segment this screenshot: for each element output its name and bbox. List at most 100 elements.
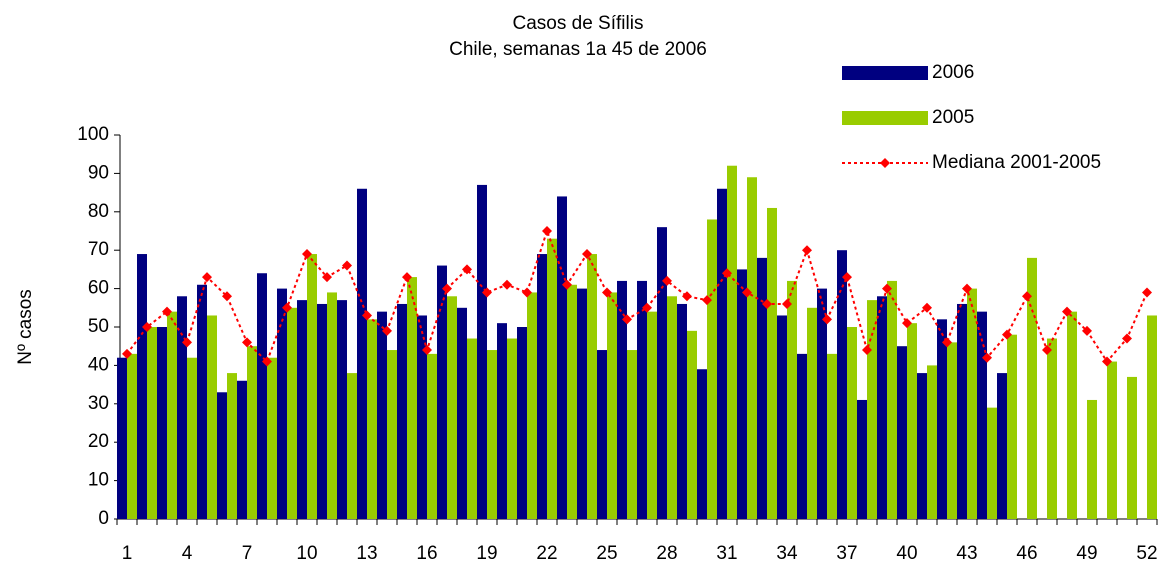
bar [987, 407, 997, 519]
bar [657, 227, 667, 519]
bar [1027, 257, 1037, 519]
marker [382, 325, 392, 336]
marker [442, 283, 452, 294]
legend-swatch [842, 66, 928, 80]
marker [322, 272, 332, 283]
bar [577, 288, 587, 519]
bar [287, 307, 297, 519]
bar [227, 373, 237, 519]
bar [597, 350, 607, 519]
marker [562, 279, 572, 290]
bar [627, 350, 637, 519]
bar [817, 288, 827, 519]
y-tick-label: 40 [88, 354, 109, 375]
bar [647, 311, 657, 519]
x-tick-label: 1 [122, 543, 133, 563]
marker [522, 287, 532, 298]
marker [1022, 291, 1032, 302]
bar [957, 303, 967, 519]
bar [277, 288, 287, 519]
bar [847, 327, 857, 519]
bar [117, 357, 127, 519]
marker [142, 322, 152, 332]
bar [207, 315, 217, 519]
bar [1147, 315, 1157, 519]
bar [997, 373, 1007, 519]
bar [237, 380, 247, 519]
bar [497, 323, 507, 519]
legend-swatch [842, 111, 928, 125]
bar [897, 346, 907, 519]
bar [617, 280, 627, 519]
x-tick-label: 31 [716, 543, 737, 563]
x-tick-label: 43 [956, 543, 977, 563]
marker [1062, 306, 1072, 317]
y-tick-label: 100 [77, 124, 109, 145]
bar [667, 296, 677, 519]
marker [962, 283, 972, 294]
bar [487, 350, 497, 519]
marker [1042, 345, 1052, 356]
bar [757, 257, 767, 519]
marker [662, 275, 672, 286]
bar [447, 296, 457, 519]
bar [857, 399, 867, 519]
marker [882, 283, 892, 294]
marker [622, 314, 632, 325]
x-tick-label: 40 [896, 543, 917, 563]
y-tick-label: 20 [88, 431, 109, 452]
y-tick-label: 30 [88, 393, 109, 414]
x-tick-label: 28 [656, 543, 677, 563]
marker [222, 291, 232, 302]
marker [482, 287, 492, 298]
marker [602, 287, 612, 298]
marker [122, 348, 132, 359]
bar [917, 373, 927, 519]
x-tick-label: 10 [296, 543, 317, 563]
bar [807, 307, 817, 519]
bar [697, 369, 707, 519]
bar [157, 327, 167, 519]
marker [302, 249, 312, 260]
x-tick-label: 52 [1136, 543, 1157, 563]
bar [727, 165, 737, 519]
bar [557, 196, 567, 519]
x-tick-label: 4 [182, 543, 193, 563]
marker [742, 287, 752, 298]
marker [782, 298, 792, 309]
bar [1107, 361, 1117, 519]
bar [377, 311, 387, 519]
x-tick-label: 37 [836, 543, 857, 563]
bar [747, 177, 757, 520]
marker [982, 352, 992, 363]
y-axis-label: Nº casos [15, 289, 36, 365]
y-tick-label: 60 [88, 278, 109, 299]
marker [362, 310, 372, 321]
legend-label: Mediana 2001-2005 [932, 152, 1101, 173]
y-tick-label: 50 [88, 316, 109, 337]
x-tick-label: 49 [1076, 543, 1097, 563]
bar [527, 292, 537, 519]
bar [797, 353, 807, 519]
marker [242, 337, 252, 348]
bar [567, 284, 577, 519]
x-tick-label: 13 [356, 543, 377, 563]
bar [167, 311, 177, 519]
bar [267, 357, 277, 519]
marker [1142, 287, 1152, 298]
marker [1122, 333, 1132, 344]
bar [767, 207, 777, 519]
bar [937, 319, 947, 519]
bar [337, 300, 347, 519]
marker [582, 249, 592, 260]
bar [777, 315, 787, 519]
bar [327, 292, 337, 519]
x-tick-label: 7 [242, 543, 253, 563]
bar [387, 350, 397, 519]
bar [677, 303, 687, 519]
bar [737, 269, 747, 519]
y-tick-label: 0 [98, 508, 109, 529]
bar [837, 250, 847, 519]
line [126, 227, 1148, 364]
